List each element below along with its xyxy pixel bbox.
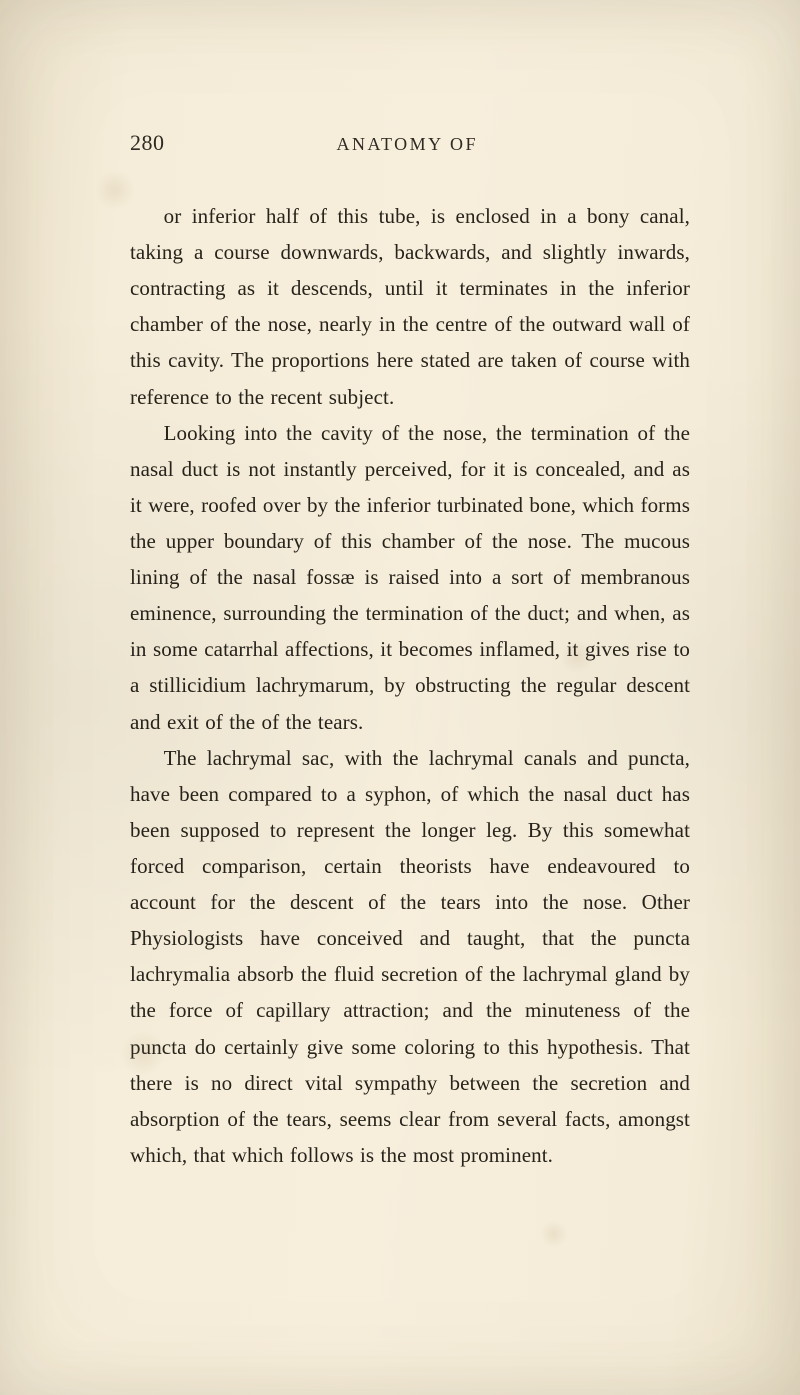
page-number: 280 <box>130 130 165 156</box>
foxing-stain <box>540 1220 568 1248</box>
paragraph-1: or inferior half of this tube, is enclos… <box>130 198 690 415</box>
running-title: ANATOMY OF <box>165 134 691 155</box>
paragraph-2: Looking into the cavity of the nose, the… <box>130 415 690 740</box>
page: 280 ANATOMY OF or inferior half of this … <box>0 0 800 1395</box>
foxing-stain <box>95 170 135 210</box>
page-header: 280 ANATOMY OF <box>130 130 690 156</box>
paragraph-3: The lachrymal sac, with the lachrymal ca… <box>130 740 690 1173</box>
body-text: or inferior half of this tube, is enclos… <box>130 198 690 1173</box>
